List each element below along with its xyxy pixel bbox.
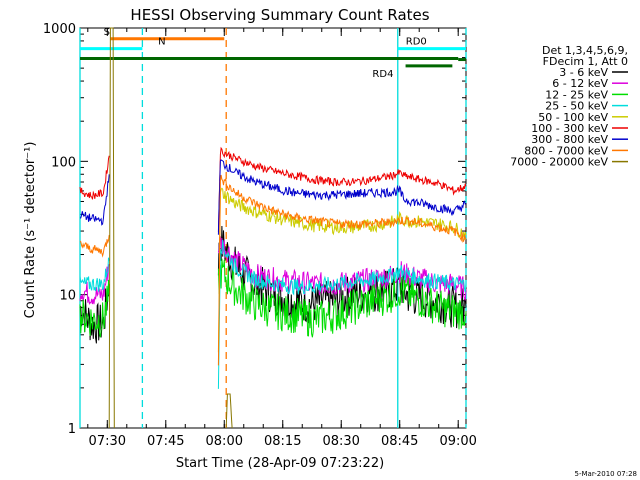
series-line-segment [79,174,110,226]
y-tick-label: 100 [51,155,76,170]
series-trace [108,27,233,429]
series-line-segment [217,258,467,338]
legend-entry-label: 50 - 100 keV [538,111,608,124]
series-line-segment [217,159,467,235]
series-trace [79,159,467,235]
x-tick-label: 07:45 [147,434,184,449]
series-trace [79,236,467,306]
x-axis-label: Start Time (28-Apr-09 07:23:22) [176,456,384,471]
series-trace [217,187,467,353]
x-tick-label: 08:00 [206,434,243,449]
series-line-segment [217,239,467,389]
flag-label: N [158,37,165,48]
series-line-segment [79,257,110,292]
series-trace [79,258,467,338]
x-tick-label: 09:00 [439,434,476,449]
chart-title: HESSI Observing Summary Count Rates [130,6,429,24]
x-tick-label: 07:30 [89,434,126,449]
legend-entry-label: 800 - 7000 keV [524,144,608,157]
series-line-segment [225,393,233,429]
y-tick-label: 1 [68,422,76,437]
legend-entry-label: 6 - 12 keV [552,77,608,90]
legend-entry-label: 7000 - 20000 keV [510,156,608,169]
series-line-segment [79,234,110,258]
legend-entry-label: 3 - 6 keV [559,66,608,79]
series-line-segment [79,279,110,338]
series-trace [79,174,467,366]
flag-label: RD0 [406,37,427,48]
flag-label: RD4 [372,69,393,80]
series-line-segment [79,263,110,306]
plot-area: 1 10 100 1000 07:30 07:45 08:00 08:15 08:30 08:45… [43,22,477,449]
legend-entry-label: 25 - 50 keV [545,100,608,113]
plot-frame [79,27,467,429]
series-trace [79,146,467,232]
legend-header-line-2: FDecim 1, Att 0 [543,55,628,68]
series-line-segment [217,187,467,353]
y-tick-label: 1000 [43,22,76,37]
legend-entry-label: 12 - 25 keV [545,88,608,101]
series-line-segment [79,155,110,200]
x-tick-label: 08:15 [264,434,301,449]
series-line-segment [217,146,467,232]
series-line-segment [217,174,467,366]
legend-entry-label: 300 - 800 keV [531,133,608,146]
series-trace [79,239,467,389]
legend: Det 1,3,4,5,6,9, FDecim 1, Att 0 3 - 6 k… [510,44,628,169]
series-line-segment [108,27,115,429]
flag-label: S [104,27,110,38]
x-tick-label: 08:45 [381,434,418,449]
series-line-segment [217,236,467,301]
y-axis-label: Count Rate (s⁻¹ detector⁻¹) [23,142,38,319]
legend-header-line-1: Det 1,3,4,5,6,9, [542,44,628,57]
y-tick-label: 10 [59,289,76,304]
x-tick-label: 08:30 [322,434,359,449]
timestamp: 5-Mar-2010 07:28 [575,470,637,478]
legend-entry-label: 100 - 300 keV [531,122,608,135]
